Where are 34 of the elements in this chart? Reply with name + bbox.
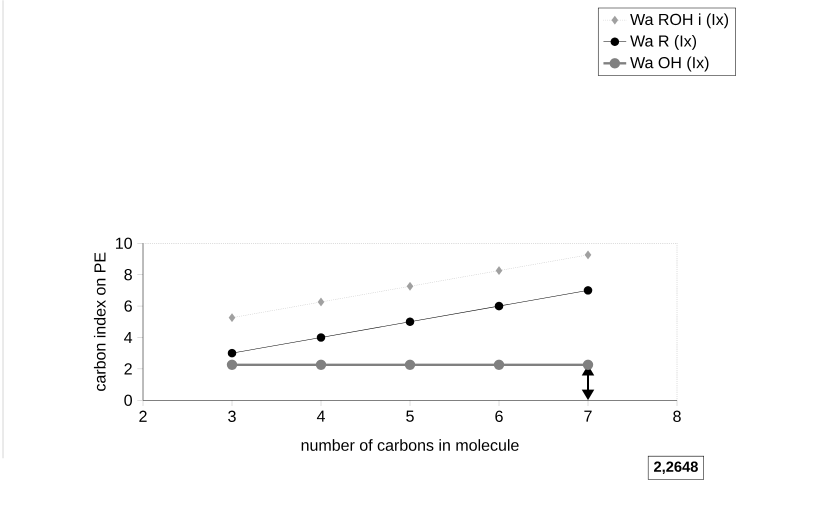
y-tick-label: 6 <box>124 300 132 312</box>
point <box>316 333 326 342</box>
y-axis-title: carbon index on PE <box>94 252 106 391</box>
point <box>318 298 324 306</box>
point <box>228 348 236 358</box>
legend-label: Wa ROH i (Ix) <box>630 13 728 28</box>
point <box>228 313 236 322</box>
x-tick-label: 2 <box>139 410 147 422</box>
legend-label: Wa OH (Ix) <box>630 56 708 72</box>
point <box>226 359 238 370</box>
point <box>494 359 504 370</box>
x-tick-label: 4 <box>316 410 325 422</box>
point <box>404 359 416 370</box>
point <box>316 359 326 370</box>
y-tick-label: 10 <box>116 237 132 249</box>
point <box>582 359 594 370</box>
point <box>496 266 502 275</box>
x-tick-label: 5 <box>406 410 414 422</box>
point <box>406 317 414 326</box>
point <box>584 286 592 295</box>
legend-label: Wa R (Ix) <box>630 34 696 50</box>
text: 2,2648 <box>654 461 698 474</box>
y-tick-label: 4 <box>124 332 132 343</box>
x-tick-label: 8 <box>673 410 681 422</box>
x-tick-label: 6 <box>495 410 503 422</box>
x-axis-title: number of carbons in molecule <box>302 439 519 451</box>
y-tick-label: 2 <box>124 363 132 374</box>
y-tick-label: 0 <box>124 394 132 406</box>
x-tick-label: 3 <box>228 410 236 422</box>
y-tick-label: 8 <box>124 268 132 280</box>
point <box>584 250 592 260</box>
point <box>494 302 504 310</box>
x-tick-label: 7 <box>584 410 592 422</box>
point <box>406 282 414 290</box>
